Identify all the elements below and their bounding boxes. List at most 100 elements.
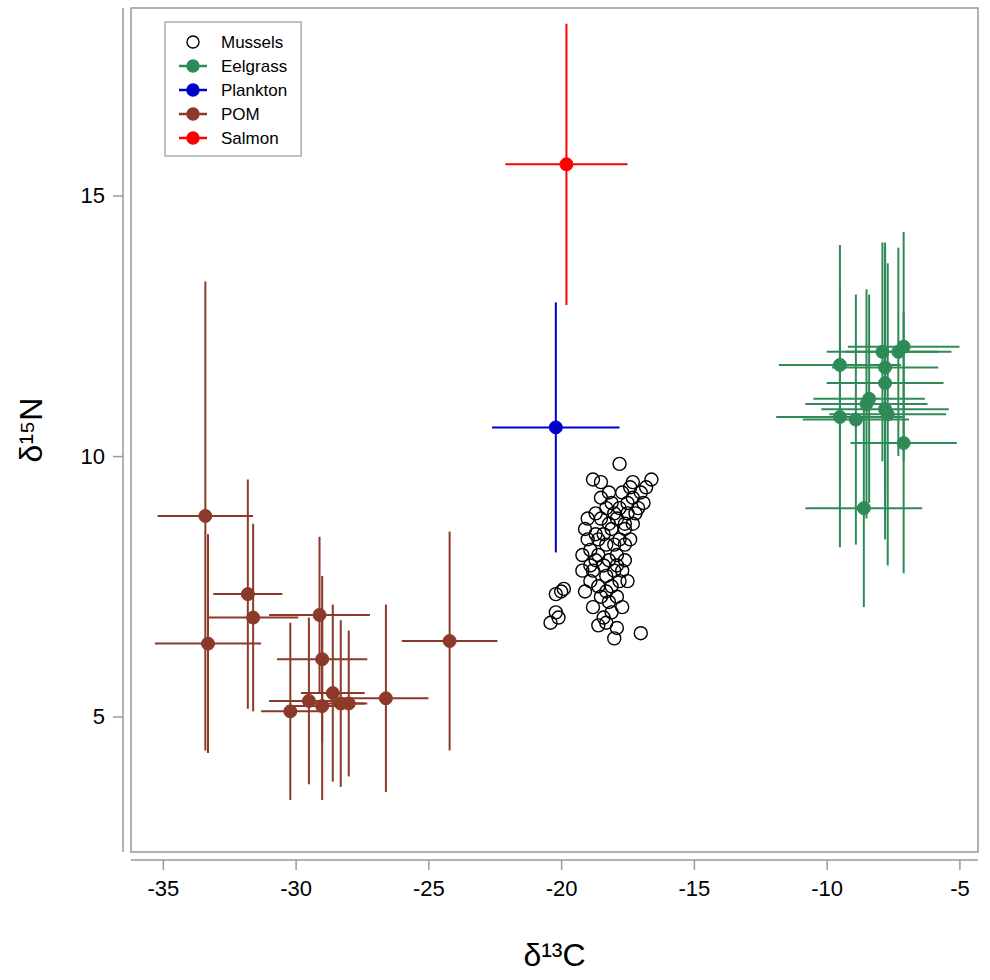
- x-tick-label: -10: [811, 876, 843, 901]
- legend-marker: [187, 60, 199, 72]
- legend-label: Plankton: [221, 81, 287, 100]
- point: [560, 158, 573, 171]
- y-tick: 15: [81, 183, 123, 208]
- y-axis-title: δ¹⁵N: [13, 398, 49, 463]
- y-tick: 10: [81, 444, 123, 469]
- y-tick-mark: [113, 195, 123, 197]
- y-axis-line: [122, 8, 124, 852]
- point: [579, 585, 592, 598]
- point: [199, 509, 212, 522]
- x-tick-label: -30: [280, 876, 312, 901]
- y-tick-label: 10: [81, 444, 105, 469]
- point: [555, 585, 568, 598]
- point: [645, 473, 658, 486]
- x-axis-title: δ¹³C: [523, 937, 585, 973]
- series-4: [505, 24, 627, 305]
- x-tick-mark: [163, 860, 165, 870]
- point: [897, 437, 910, 450]
- point: [605, 606, 618, 619]
- point: [833, 410, 846, 423]
- point: [610, 559, 623, 572]
- point: [600, 585, 613, 598]
- x-tick-label: -25: [413, 876, 445, 901]
- point: [863, 392, 876, 405]
- legend-label: Salmon: [221, 129, 279, 148]
- series-2: [492, 302, 619, 552]
- point: [587, 473, 600, 486]
- point: [602, 486, 615, 499]
- legend-item: POM: [179, 105, 260, 124]
- x-tick: -25: [413, 860, 445, 901]
- point: [552, 611, 565, 624]
- point: [247, 611, 260, 624]
- legend-marker: [187, 132, 199, 144]
- point: [313, 608, 326, 621]
- legend-label: Mussels: [221, 33, 283, 52]
- x-tick: -5: [950, 860, 970, 901]
- legend-label: POM: [221, 105, 260, 124]
- chart: -35 -30 -25 -20 -15 -10 -5 5 10 15 δ¹³C δ¹⁵N Mussels…: [0, 0, 990, 980]
- point: [634, 627, 647, 640]
- point: [637, 496, 650, 509]
- x-tick-mark: [295, 860, 297, 870]
- y-tick-label: 15: [81, 183, 105, 208]
- x-tick-label: -20: [546, 876, 578, 901]
- legend: Mussels Eelgrass Plankton POM Salmon: [165, 22, 301, 156]
- point: [557, 582, 570, 595]
- x-axis: -35 -30 -25 -20 -15 -10 -5: [131, 860, 978, 901]
- x-tick: -30: [280, 860, 312, 901]
- point: [316, 700, 329, 713]
- legend-item: Eelgrass: [179, 57, 287, 76]
- point: [592, 533, 605, 546]
- plot-frame: [131, 8, 978, 852]
- point: [584, 559, 597, 572]
- x-axis-line: [131, 859, 978, 861]
- point: [610, 621, 623, 634]
- point: [549, 421, 562, 434]
- y-tick-label: 5: [93, 704, 105, 729]
- point: [881, 408, 894, 421]
- point: [613, 457, 626, 470]
- y-tick: 5: [93, 704, 123, 729]
- x-tick-mark: [561, 860, 563, 870]
- x-tick-label: -5: [950, 876, 970, 901]
- point: [379, 692, 392, 705]
- legend-label: Eelgrass: [221, 57, 287, 76]
- point: [608, 538, 621, 551]
- legend-marker: [187, 36, 199, 48]
- series-0: [544, 457, 658, 645]
- legend-item: Plankton: [179, 81, 287, 100]
- point: [857, 502, 870, 515]
- point: [443, 635, 456, 648]
- x-error-bar: [314, 703, 367, 705]
- point: [202, 637, 215, 650]
- legend-marker: [187, 108, 199, 120]
- x-tick-label: -35: [147, 876, 179, 901]
- y-axis: 5 10 15: [81, 8, 123, 852]
- x-tick: -20: [546, 860, 578, 901]
- point: [592, 619, 605, 632]
- point: [621, 575, 634, 588]
- y-tick-mark: [113, 716, 123, 718]
- legend-item: Mussels: [187, 33, 283, 52]
- point: [589, 507, 602, 520]
- point: [613, 502, 626, 515]
- legend-item: Salmon: [179, 129, 279, 148]
- x-tick-label: -15: [678, 876, 710, 901]
- x-tick-mark: [694, 860, 696, 870]
- series-3: [155, 282, 498, 800]
- legend-box: [165, 22, 301, 156]
- point: [624, 533, 637, 546]
- x-tick: -15: [678, 860, 710, 901]
- y-tick-mark: [113, 456, 123, 458]
- legend-marker: [187, 84, 199, 96]
- series-1: [776, 232, 959, 607]
- x-tick: -10: [811, 860, 843, 901]
- x-tick-mark: [959, 860, 961, 870]
- plot-area: [155, 24, 960, 800]
- point: [587, 601, 600, 614]
- x-tick: -35: [147, 860, 179, 901]
- x-tick-mark: [826, 860, 828, 870]
- point: [600, 569, 613, 582]
- point: [618, 517, 631, 530]
